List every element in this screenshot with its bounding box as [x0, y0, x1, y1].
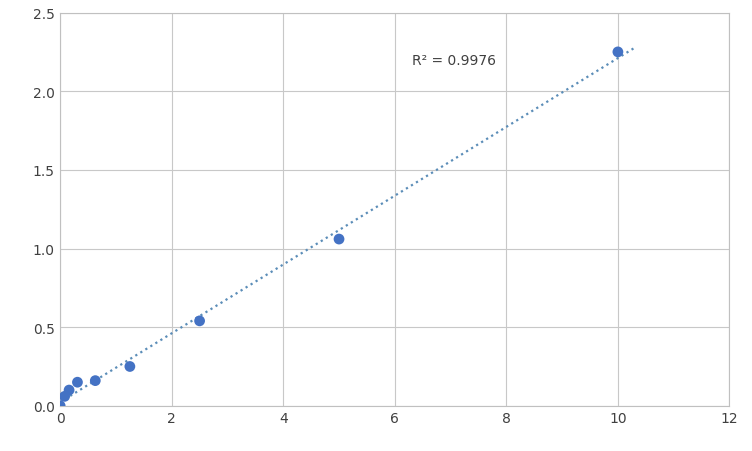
Point	[124, 363, 136, 370]
Text: R² = 0.9976: R² = 0.9976	[411, 55, 496, 68]
Point	[333, 236, 345, 243]
Point	[193, 318, 205, 325]
Point	[54, 402, 66, 410]
Point	[612, 49, 624, 56]
Point	[89, 377, 102, 384]
Point	[63, 387, 75, 394]
Point	[71, 379, 83, 386]
Point	[59, 393, 71, 400]
